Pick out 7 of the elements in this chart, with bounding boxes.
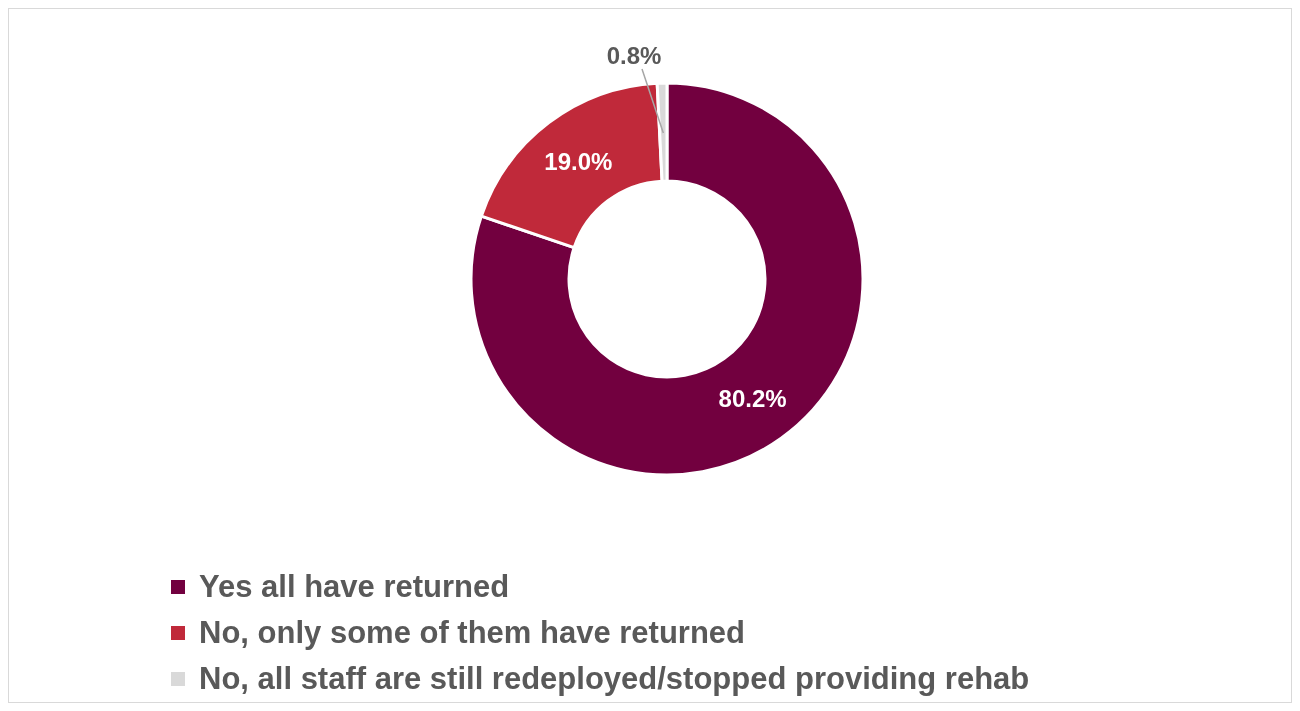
legend-label: No, all staff are still redeployed/stopped providing rehab	[199, 661, 1030, 697]
legend-label: No, only some of them have returned	[199, 615, 746, 651]
data-label: 0.8%	[606, 41, 662, 69]
donut-slice	[469, 81, 865, 477]
legend-label: Yes all have returned	[199, 569, 510, 605]
data-label: 19.0%	[544, 148, 613, 176]
data-label: 80.2%	[718, 384, 787, 412]
